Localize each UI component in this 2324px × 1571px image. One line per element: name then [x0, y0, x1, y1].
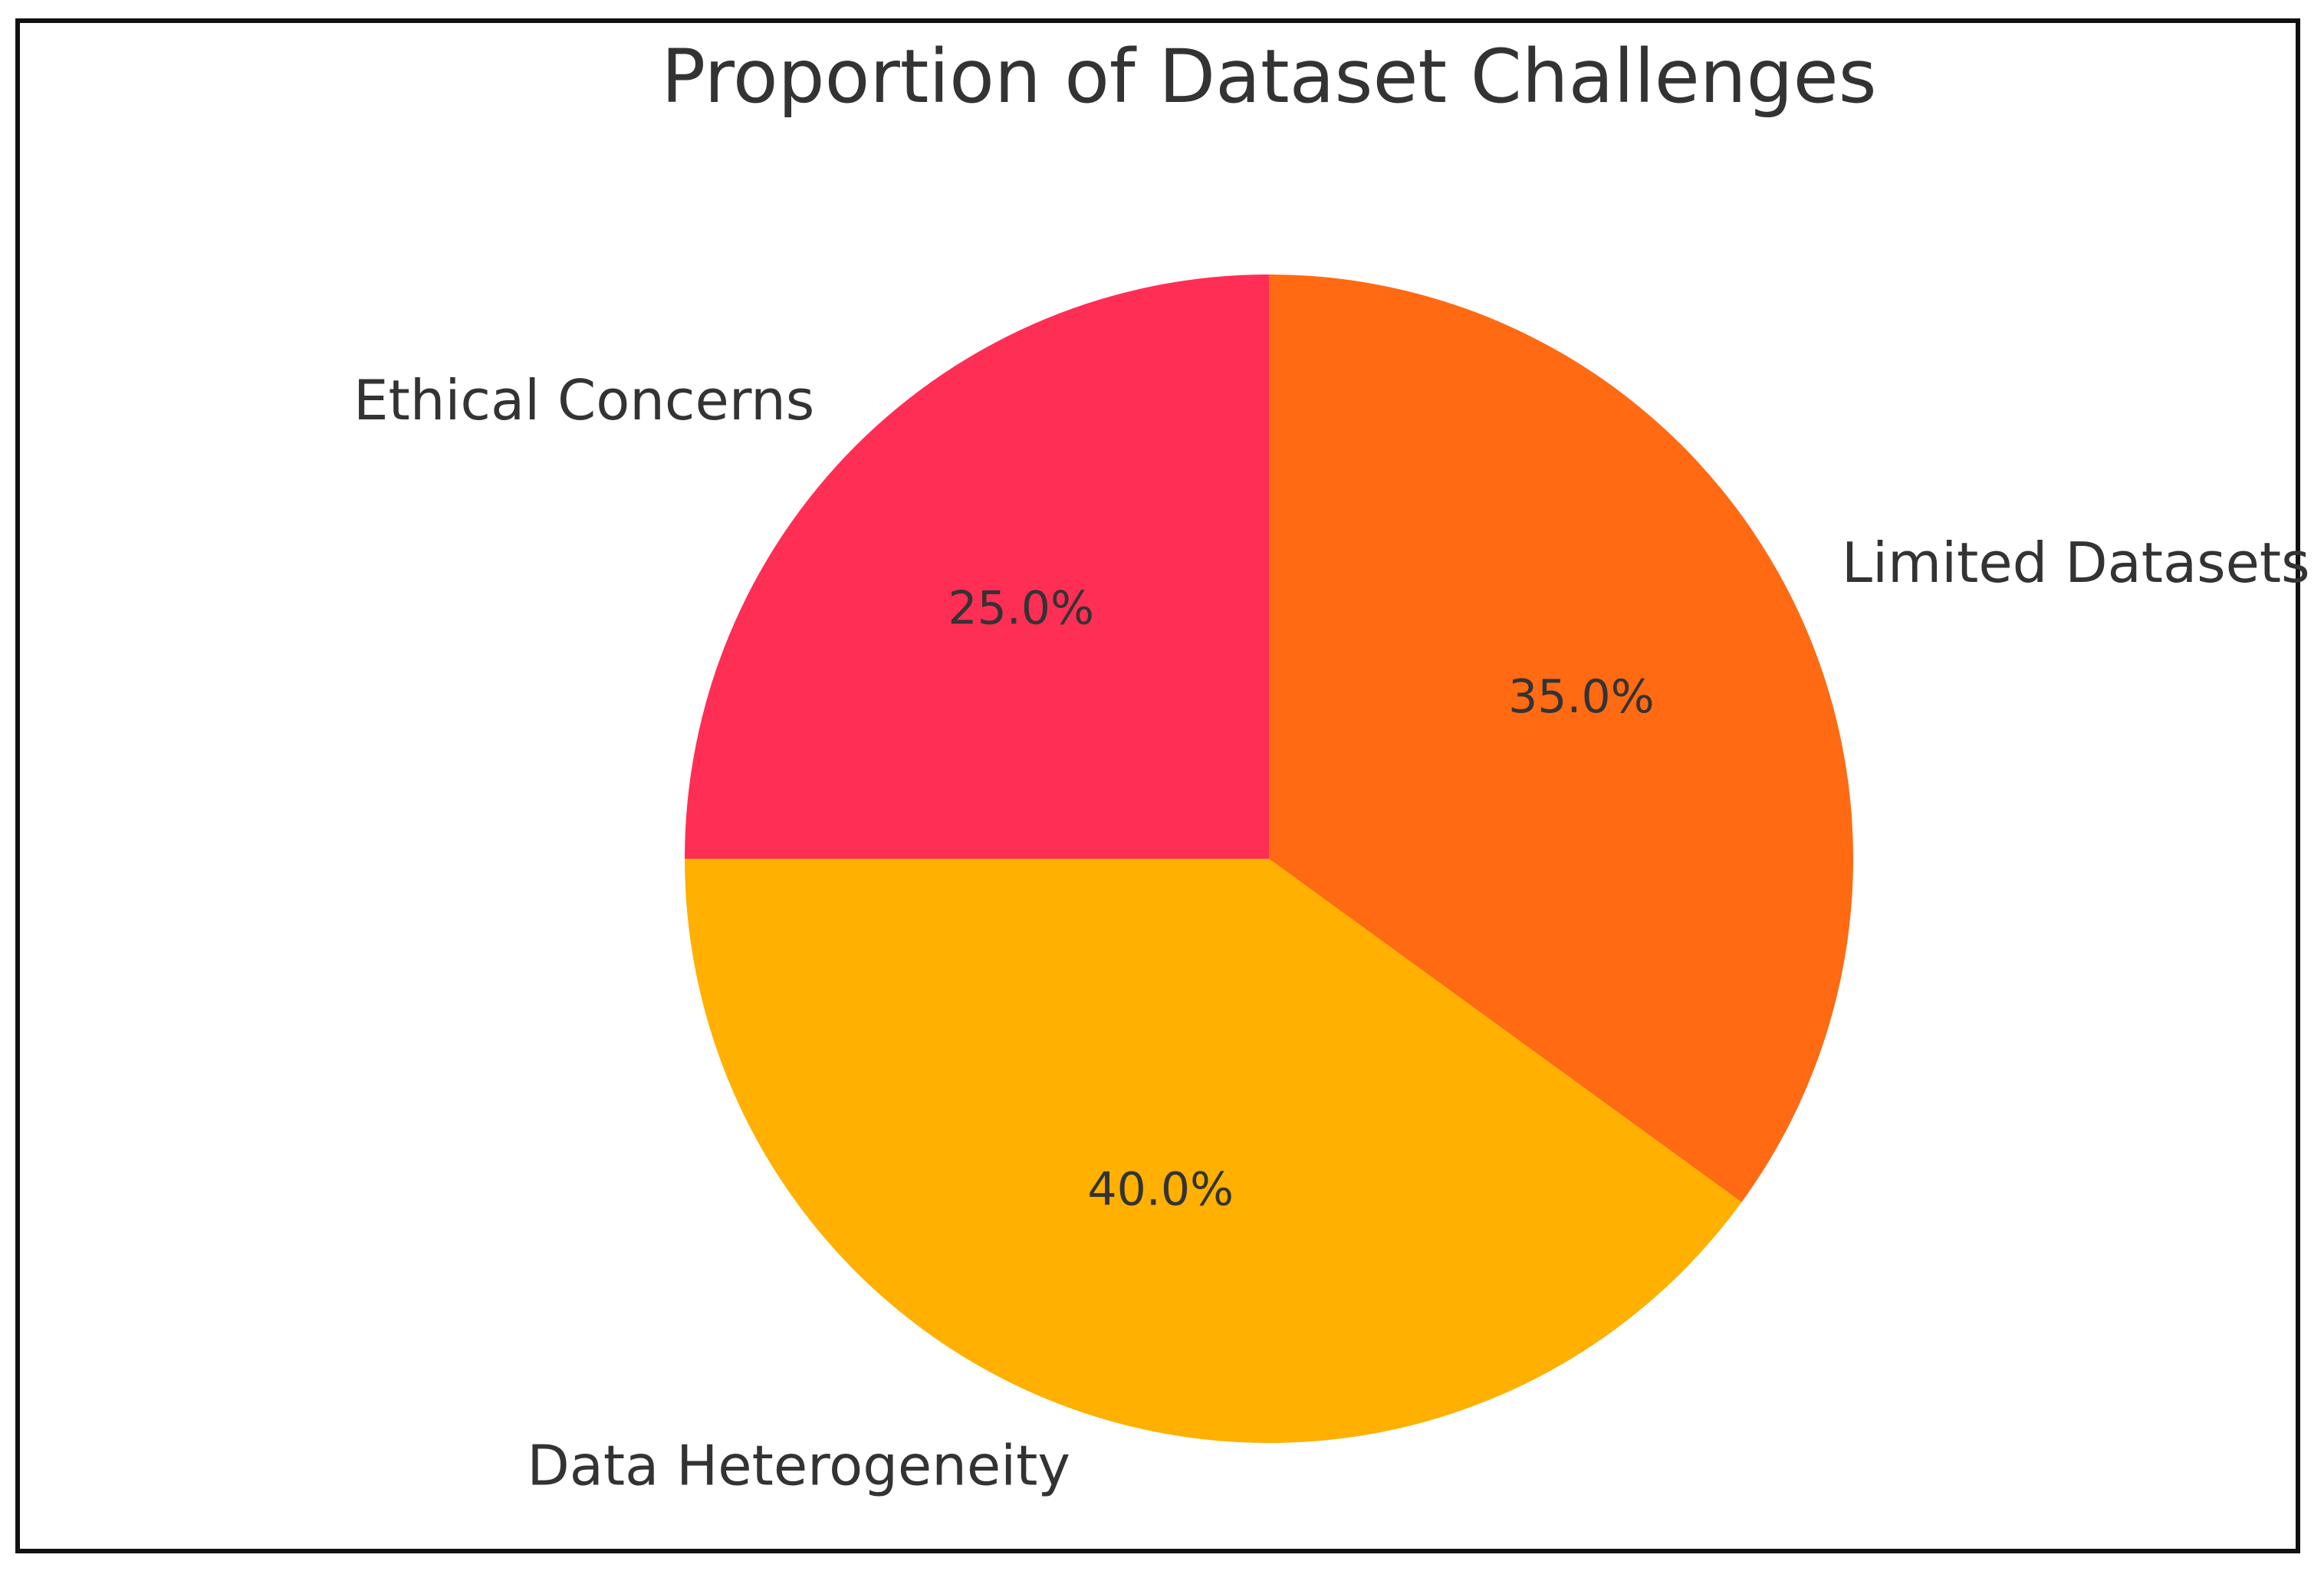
slice-pct-ethical-concerns: 25.0%: [948, 581, 1094, 635]
slice-label-limited-datasets: Limited Datasets: [1842, 531, 2310, 595]
slice-pct-data-heterogeneity: 40.0%: [1087, 1162, 1234, 1216]
pie-slice-ethical-concerns: [685, 274, 1269, 859]
slice-label-ethical-concerns: Ethical Concerns: [353, 368, 814, 432]
slice-label-data-heterogeneity: Data Heterogeneity: [527, 1434, 1070, 1498]
slice-pct-limited-datasets: 35.0%: [1508, 670, 1655, 724]
pie-slices: [685, 274, 1853, 1443]
pie-slice-limited-datasets: [1269, 274, 1853, 1202]
pie-slice-data-heterogeneity: [685, 859, 1742, 1443]
pie-labels: Ethical Concerns 25.0% Data Heterogeneity 4…: [353, 368, 2310, 1498]
chart-title: Proportion of Dataset Challenges: [661, 34, 1876, 120]
